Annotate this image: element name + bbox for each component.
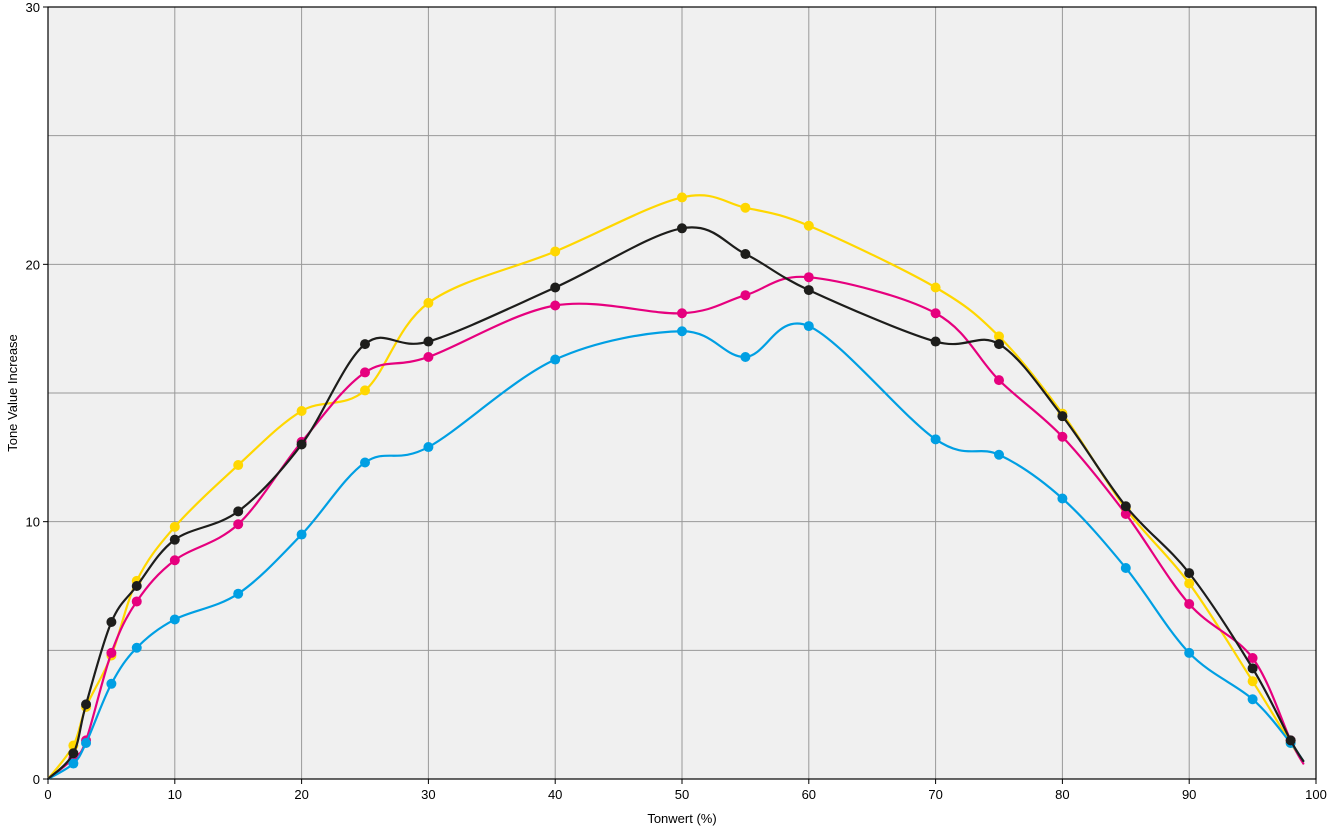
data-point xyxy=(296,439,307,450)
x-tick-label: 50 xyxy=(675,787,689,802)
x-tick-labels: 0 10 20 30 40 50 60 70 80 90 100 xyxy=(44,779,1327,802)
data-point xyxy=(68,758,79,769)
data-point xyxy=(360,457,370,468)
data-point xyxy=(169,555,180,566)
data-point xyxy=(169,521,180,532)
y-tick-label: 20 xyxy=(26,257,40,272)
data-point xyxy=(131,596,142,607)
y-tick-labels: 0 10 20 30 xyxy=(26,0,48,787)
x-tick-label: 10 xyxy=(168,787,182,802)
series-2 xyxy=(46,321,1305,781)
data-point xyxy=(131,642,142,653)
data-point xyxy=(677,192,687,203)
data-point xyxy=(1184,578,1195,589)
data-point xyxy=(803,285,814,296)
data-point xyxy=(1120,562,1131,573)
grid-lines xyxy=(48,7,1316,779)
y-tick-label: 0 xyxy=(33,772,40,787)
data-point xyxy=(1247,676,1258,687)
data-point xyxy=(169,534,180,545)
data-point xyxy=(81,699,92,710)
data-point xyxy=(68,748,79,759)
data-point xyxy=(994,375,1004,386)
x-tick-label: 90 xyxy=(1182,787,1196,802)
data-point xyxy=(1057,431,1068,442)
data-point xyxy=(423,442,434,453)
data-point xyxy=(1057,411,1068,422)
data-point xyxy=(994,331,1004,342)
data-point xyxy=(677,223,687,234)
data-point xyxy=(169,614,180,625)
data-point xyxy=(930,434,941,445)
data-point xyxy=(550,354,561,365)
data-point xyxy=(423,351,434,362)
data-point xyxy=(994,449,1004,460)
data-point xyxy=(930,308,941,319)
data-point xyxy=(423,297,434,308)
data-point xyxy=(296,406,307,417)
data-point xyxy=(550,282,561,293)
data-point xyxy=(81,737,92,748)
x-tick-label: 100 xyxy=(1305,787,1327,802)
data-point xyxy=(1184,599,1195,610)
y-tick-label: 10 xyxy=(26,515,40,530)
data-point xyxy=(106,647,117,658)
data-point xyxy=(677,326,687,337)
data-point xyxy=(803,220,814,231)
data-point xyxy=(360,367,370,378)
data-point xyxy=(423,336,434,347)
x-tick-label: 20 xyxy=(294,787,308,802)
series-3 xyxy=(46,223,1305,781)
data-series xyxy=(46,192,1305,781)
data-point xyxy=(360,339,370,350)
data-point xyxy=(233,506,244,517)
data-point xyxy=(677,308,687,319)
data-point xyxy=(1247,653,1258,664)
data-point xyxy=(131,581,142,591)
data-point xyxy=(740,351,751,362)
data-point xyxy=(803,272,814,283)
y-axis-label: Tone Value Increase xyxy=(5,334,20,452)
y-tick-label: 30 xyxy=(26,0,40,15)
data-point xyxy=(1184,647,1195,658)
data-point xyxy=(233,519,244,530)
data-point xyxy=(740,202,751,213)
data-point xyxy=(296,529,307,540)
x-axis-label: Tonwert (%) xyxy=(647,811,716,826)
data-point xyxy=(803,321,814,332)
x-tick-label: 60 xyxy=(802,787,816,802)
data-point xyxy=(1247,663,1258,674)
data-point xyxy=(1057,493,1068,504)
x-tick-label: 30 xyxy=(421,787,435,802)
data-point xyxy=(550,246,561,257)
x-tick-label: 70 xyxy=(928,787,942,802)
data-point xyxy=(1120,508,1131,519)
data-point xyxy=(106,617,117,628)
data-point xyxy=(740,290,751,301)
data-point xyxy=(1120,501,1131,512)
data-point xyxy=(550,300,561,311)
data-point xyxy=(233,460,244,471)
data-point xyxy=(930,282,941,293)
data-point xyxy=(360,385,370,396)
data-point xyxy=(1184,568,1195,579)
data-point xyxy=(930,336,941,347)
data-point xyxy=(740,249,751,260)
x-tick-label: 80 xyxy=(1055,787,1069,802)
data-point xyxy=(1285,735,1296,746)
data-point xyxy=(994,339,1004,350)
data-point xyxy=(1247,694,1258,705)
data-point xyxy=(233,588,244,599)
x-tick-label: 0 xyxy=(44,787,51,802)
x-tick-label: 40 xyxy=(548,787,562,802)
data-point xyxy=(106,678,117,689)
